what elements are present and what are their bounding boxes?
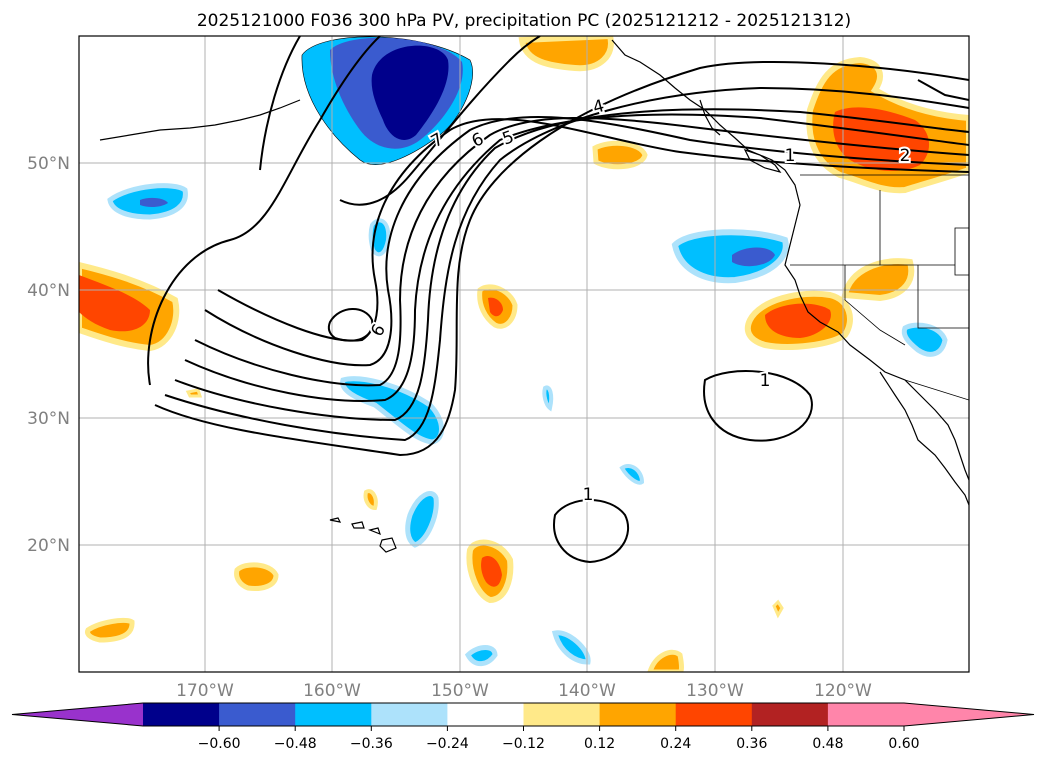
colorbar-tick-label: −0.36: [350, 736, 393, 752]
colorbar-under-arrow: [12, 703, 143, 726]
lon-label-130w: 130°W: [686, 681, 744, 701]
colorbar-bin: [523, 703, 601, 726]
colorbar: −0.60 −0.48 −0.36 −0.24 −0.12 0.12 0.24 0.36 0.4…: [11, 702, 1035, 752]
lat-labels: 50°N 40°N 30°N 20°N: [27, 154, 70, 556]
colorbar-bin: [143, 703, 220, 726]
precip-positive-far-southwest: [85, 617, 135, 643]
baja-coast: [879, 371, 969, 506]
colorbar-bin: [295, 703, 372, 726]
lat-label-20n: 20°N: [27, 536, 70, 556]
colorbar-tick-label: 0.48: [812, 736, 843, 752]
colorbar-over-arrow: [904, 703, 1034, 726]
pv-contour-12: [703, 370, 813, 442]
colorbar-tick-label: −0.60: [198, 736, 241, 752]
pv-contour-9: [327, 308, 374, 342]
pv-contour-2: [154, 61, 969, 457]
lon-labels: 170°W 160°W 150°W 140°W 130°W 120°W: [176, 681, 872, 701]
colorbar-ticks: −0.60 −0.48 −0.36 −0.24 −0.12 0.12 0.24 0.36 0.4…: [198, 726, 920, 752]
colorbar-bin: [447, 703, 524, 726]
plot-title: 2025121000 F036 300 hPa PV, precipitatio…: [197, 11, 851, 31]
hawaii-3: [368, 527, 381, 536]
precip-negative-small-2: [542, 385, 554, 412]
precip-positive-hawaii-small: [363, 489, 378, 511]
contour-label-1b: 1: [583, 485, 594, 505]
lon-label-170w: 170°W: [176, 681, 234, 701]
precip-negative-south-2: [464, 645, 498, 667]
colorbar-bin: [675, 703, 753, 726]
colorbar-tick-label: 0.24: [660, 736, 691, 752]
precip-positive-nevada: [841, 258, 915, 302]
precip-positive-bottom: [647, 649, 684, 672]
colorbar-bin: [599, 703, 677, 726]
precip-positive-tiny-2: [185, 388, 203, 398]
pv-contour-13: [553, 499, 630, 564]
precip-negative-offshore-core: [732, 247, 775, 267]
colorbar-tick-label: 0.36: [736, 736, 767, 752]
graticule: [79, 36, 969, 672]
pv-contour-5: [184, 113, 969, 402]
contour-label-1c: 1: [785, 146, 796, 166]
hawaii-2: [351, 521, 365, 529]
colorbar-bin: [827, 703, 905, 726]
precip-negative-arizona: [901, 322, 948, 357]
precip-positive-west-core: [79, 275, 150, 332]
colorbar-bin: [219, 703, 296, 726]
coastlines: [99, 39, 969, 553]
colorbar-tick-label: −0.24: [426, 736, 469, 752]
colorbar-bin: [751, 703, 829, 726]
hawaii-4: [379, 537, 397, 553]
lon-label-140w: 140°W: [558, 681, 616, 701]
precip-negative-hawaii: [405, 491, 439, 548]
precip-positive-tiny: [772, 599, 784, 619]
precip-negative-small-3: [619, 463, 645, 485]
map-frame: [78, 35, 970, 673]
precip-shading: [79, 36, 969, 672]
precip-positive-south-core: [481, 555, 502, 587]
north-america-coast: [611, 39, 969, 481]
precip-positive-vancouver: [592, 140, 648, 170]
precip-negative-offshore: [671, 229, 789, 284]
lon-label-120w: 120°W: [814, 681, 872, 701]
contour-label-2: 2: [900, 146, 911, 166]
map-panel: 7 6 5 4 6 1 1 1 2: [78, 35, 970, 673]
precip-negative-south-1: [551, 630, 591, 665]
colorbar-tick-label: 0.12: [584, 736, 615, 752]
lon-label-160w: 160°W: [303, 681, 361, 701]
colorbar-bins: [143, 703, 905, 726]
lat-label-50n: 50°N: [27, 154, 70, 174]
colorbar-tick-label: −0.48: [274, 736, 317, 752]
aleutian-islands: [99, 99, 301, 141]
precip-positive-gulf: [518, 36, 614, 72]
pv-contour-4: [174, 108, 969, 422]
lon-label-150w: 150°W: [431, 681, 489, 701]
precip-positive-california-core: [765, 303, 831, 338]
precip-positive-central-core: [488, 297, 503, 317]
contour-labels: 7 6 5 4 6 1 1 1 2: [365, 94, 912, 507]
pv-contours: [147, 36, 969, 564]
pv-contour-7: [204, 115, 969, 367]
pv-contour-3: [164, 86, 969, 442]
colorbar-outline: [11, 702, 1035, 727]
colorbar-tick-label: −0.12: [502, 736, 545, 752]
contour-label-1a: 1: [760, 371, 771, 391]
lat-label-30n: 30°N: [27, 409, 70, 429]
precip-negative-dark: [371, 45, 449, 140]
pv-contour-10: [339, 36, 541, 206]
precip-negative-northwest-core: [140, 197, 168, 208]
lat-label-40n: 40°N: [27, 281, 70, 301]
state-borders: [790, 174, 969, 401]
pv-contour-6: [194, 116, 969, 387]
colorbar-bin: [371, 703, 448, 726]
bc-coast: [699, 99, 721, 136]
precip-positive-southwest: [234, 562, 279, 591]
hawaii-1: [329, 517, 342, 523]
pv-contour-14: [917, 79, 969, 101]
colorbar-tick-label: 0.60: [888, 736, 919, 752]
pv-contour-11: [259, 36, 301, 171]
pv-contour-1: [147, 36, 381, 386]
